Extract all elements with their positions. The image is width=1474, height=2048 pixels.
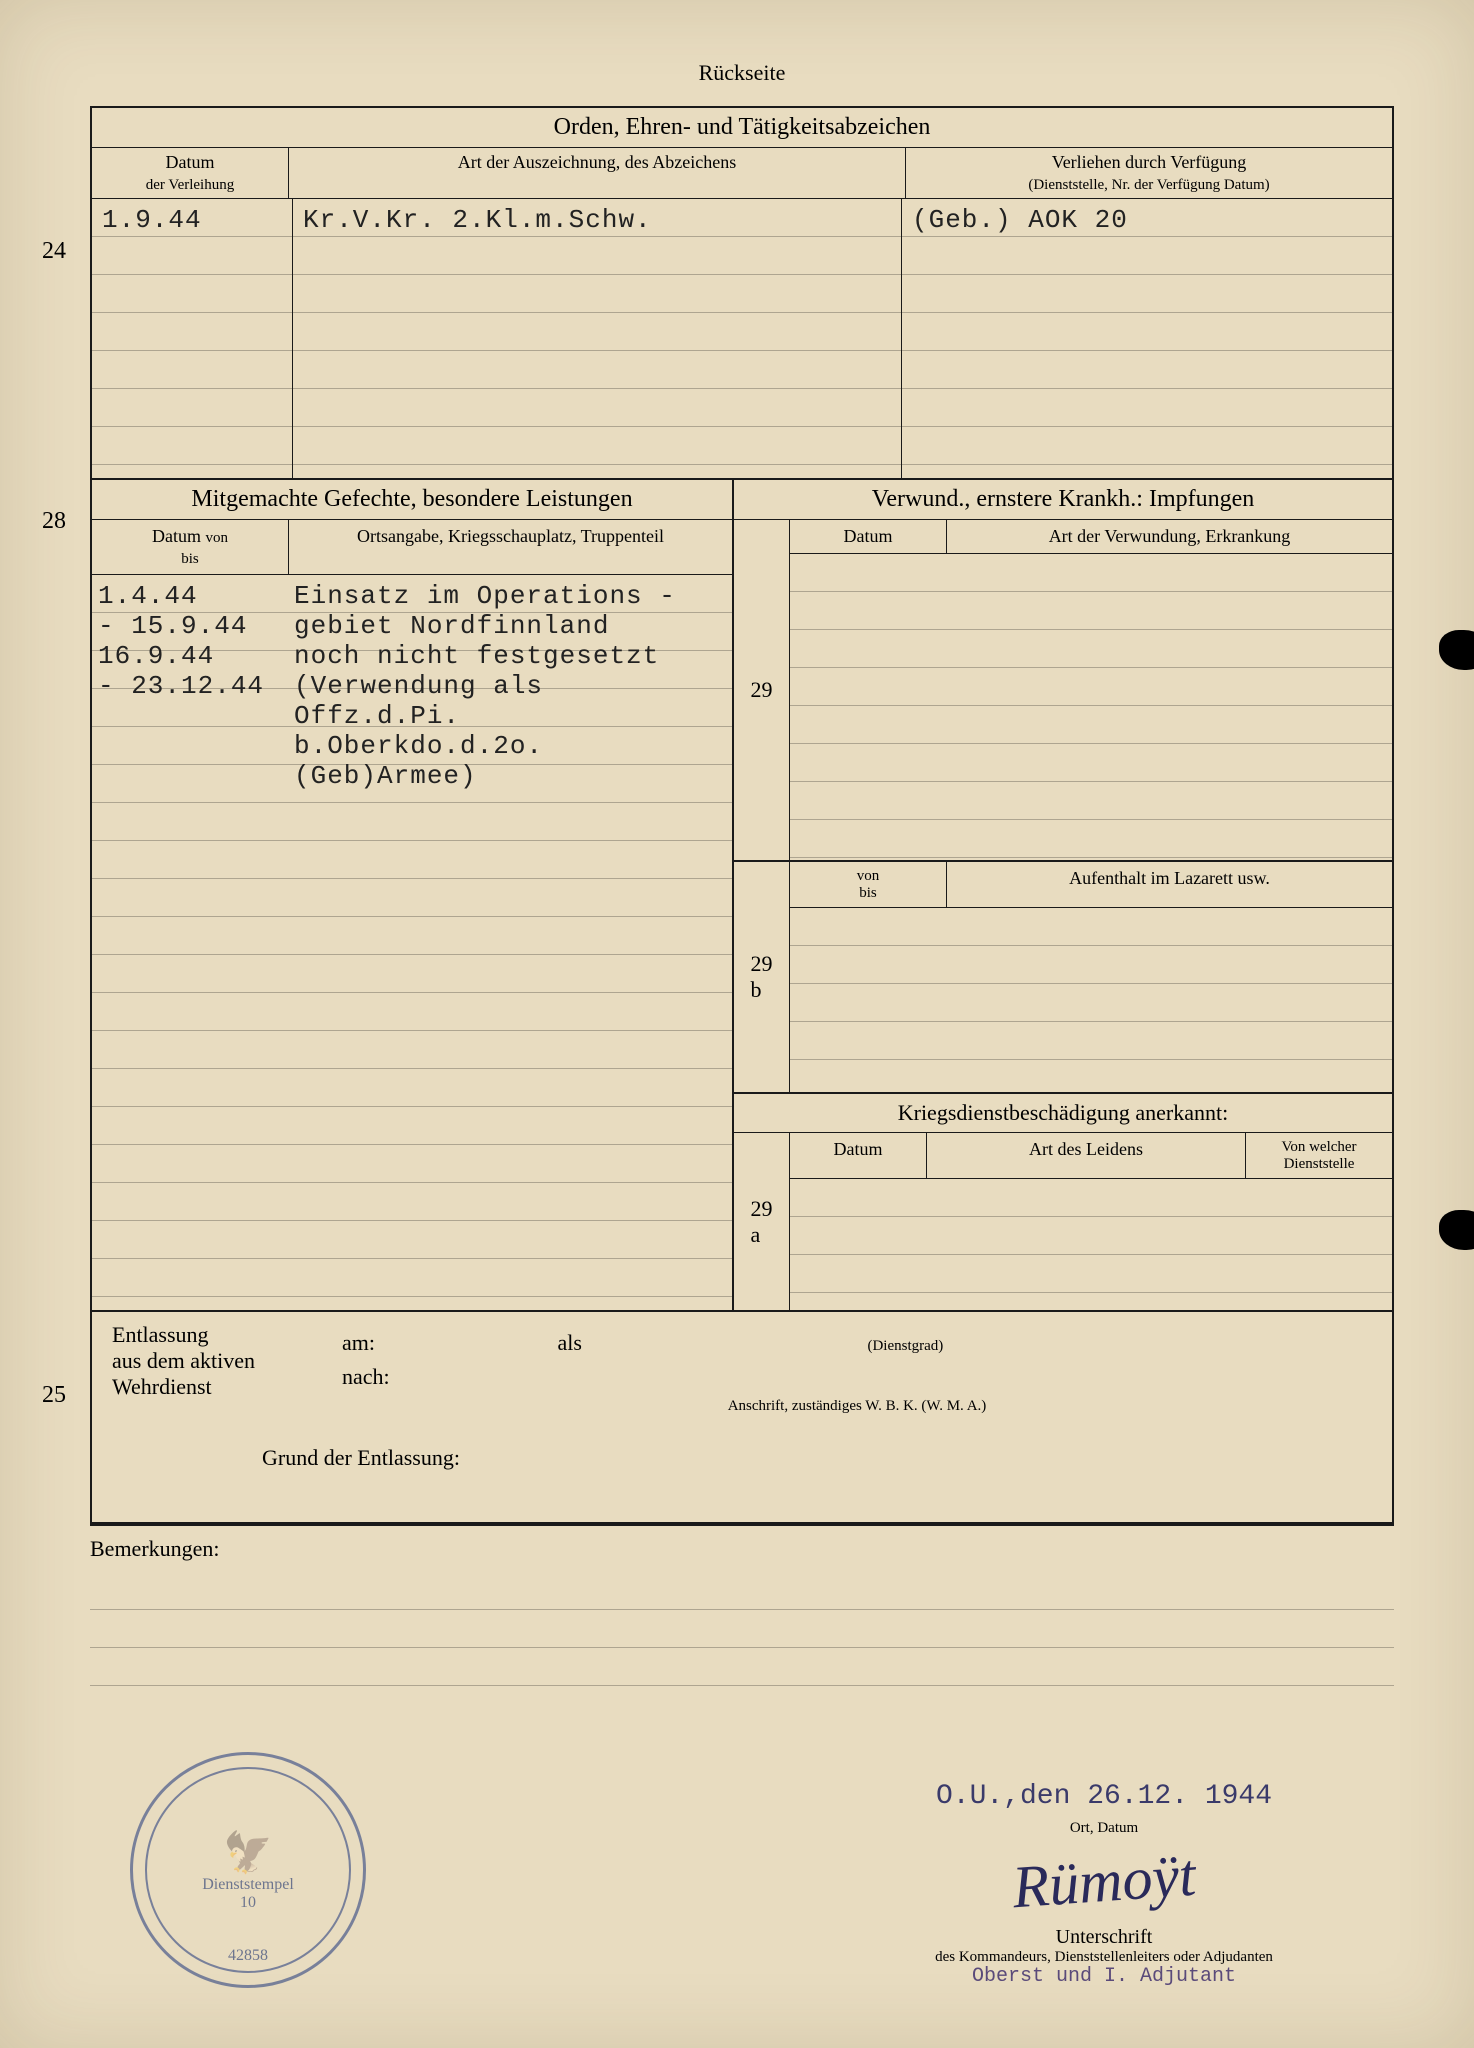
sec29a-number: 29 a: [734, 1133, 790, 1310]
sec29b-col2: Aufenthalt im Lazarett usw.: [947, 862, 1392, 907]
sec28-t3: noch nicht festgesetzt: [294, 641, 722, 671]
sec29-col2: Art der Verwundung, Erkrankung: [947, 520, 1392, 553]
sec28-col2-label: Ortsangabe, Kriegsschauplatz, Truppentei…: [289, 520, 732, 574]
sec29b-col1: von bis: [790, 862, 947, 907]
sec25-grund: Grund der Entlassung:: [262, 1445, 1372, 1471]
sec24-award: Kr.V.Kr. 2.Kl.m.Schw.: [293, 199, 902, 478]
stamp-center: Dienststempel: [202, 1876, 294, 1894]
unterschrift-label: Unterschrift: [854, 1926, 1354, 1949]
sec28-d2b: - 23.12.44: [98, 671, 278, 701]
bemerkungen-label: Bemerkungen:: [90, 1524, 1394, 1572]
sec24-col2-label: Art der Auszeichnung, des Abzeichens: [289, 148, 906, 198]
sec25-am: am:: [342, 1330, 432, 1356]
sec28-t5: b.Oberkdo.d.2o.(Geb)Armee): [294, 731, 722, 791]
sec29-number: 29: [734, 520, 790, 860]
sec29-title: Verwund., ernstere Krankh.: Impfungen: [734, 480, 1392, 520]
sec24-date: 1.9.44: [92, 199, 293, 478]
sec24-col1-sub: der Verleihung: [146, 177, 234, 193]
sec25-dienstgrad: (Dienstgrad): [867, 1338, 943, 1354]
sec25-nach: nach:: [342, 1364, 432, 1390]
page-header: Rückseite: [90, 60, 1394, 86]
sec24-col1-label: Datum: [166, 152, 215, 172]
signature-date: O.U.,den 26.12. 1944: [854, 1781, 1354, 1812]
sec29a-col1: Datum: [790, 1133, 927, 1178]
official-stamp: 🦅 Dienststempel 10 42858: [130, 1752, 366, 1988]
sec28-t2: gebiet Nordfinnland: [294, 611, 722, 641]
unterschrift-sub: des Kommandeurs, Dienststellenleiters od…: [854, 1949, 1354, 1966]
sec28-number: 28: [42, 508, 66, 535]
sec28-d2a: 16.9.44: [98, 641, 278, 671]
signature-scrawl: Rümoÿt: [852, 1829, 1356, 1933]
sec24-number: 24: [42, 238, 66, 265]
sec24-col3-label: Verliehen durch Verfügung: [1052, 152, 1247, 172]
sec25-als: als: [558, 1330, 582, 1356]
sec28-t4: (Verwendung als Offz.d.Pi.: [294, 671, 722, 731]
sec25-anschrift: Anschrift, zuständiges W. B. K. (W. M. A…: [342, 1398, 1372, 1415]
sec28-col1-label: Datum: [152, 526, 201, 546]
sec29a-col2: Art des Leidens: [927, 1133, 1246, 1178]
sec28-d1a: 1.4.44: [98, 581, 278, 611]
sec29-col1: Datum: [790, 520, 947, 553]
stamp-bottom: 42858: [228, 1947, 268, 1965]
sec28-d1b: - 15.9.44: [98, 611, 278, 641]
sec28-title: Mitgemachte Gefechte, besondere Leistung…: [92, 480, 732, 520]
stamp-num: 10: [240, 1894, 256, 1912]
sec29a-col3: Von welcher Dienststelle: [1246, 1133, 1392, 1178]
sec28-t1: Einsatz im Operations -: [294, 581, 722, 611]
sec24-title: Orden, Ehren- und Tätigkeitsabzeichen: [92, 108, 1392, 148]
rank-stamp: Oberst und I. Adjutant: [854, 1965, 1354, 1988]
sec29b-number: 29 b: [734, 862, 790, 1092]
sec24-by: (Geb.) AOK 20: [902, 199, 1392, 478]
sec29a-title: Kriegsdienstbeschädigung anerkannt:: [734, 1094, 1392, 1133]
sec25-main-label: Entlassung aus dem aktiven Wehrdienst: [112, 1322, 312, 1415]
sec24-col3-sub: (Dienststelle, Nr. der Verfügung Datum): [1028, 177, 1269, 193]
sec25-number: 25: [42, 1382, 66, 1409]
